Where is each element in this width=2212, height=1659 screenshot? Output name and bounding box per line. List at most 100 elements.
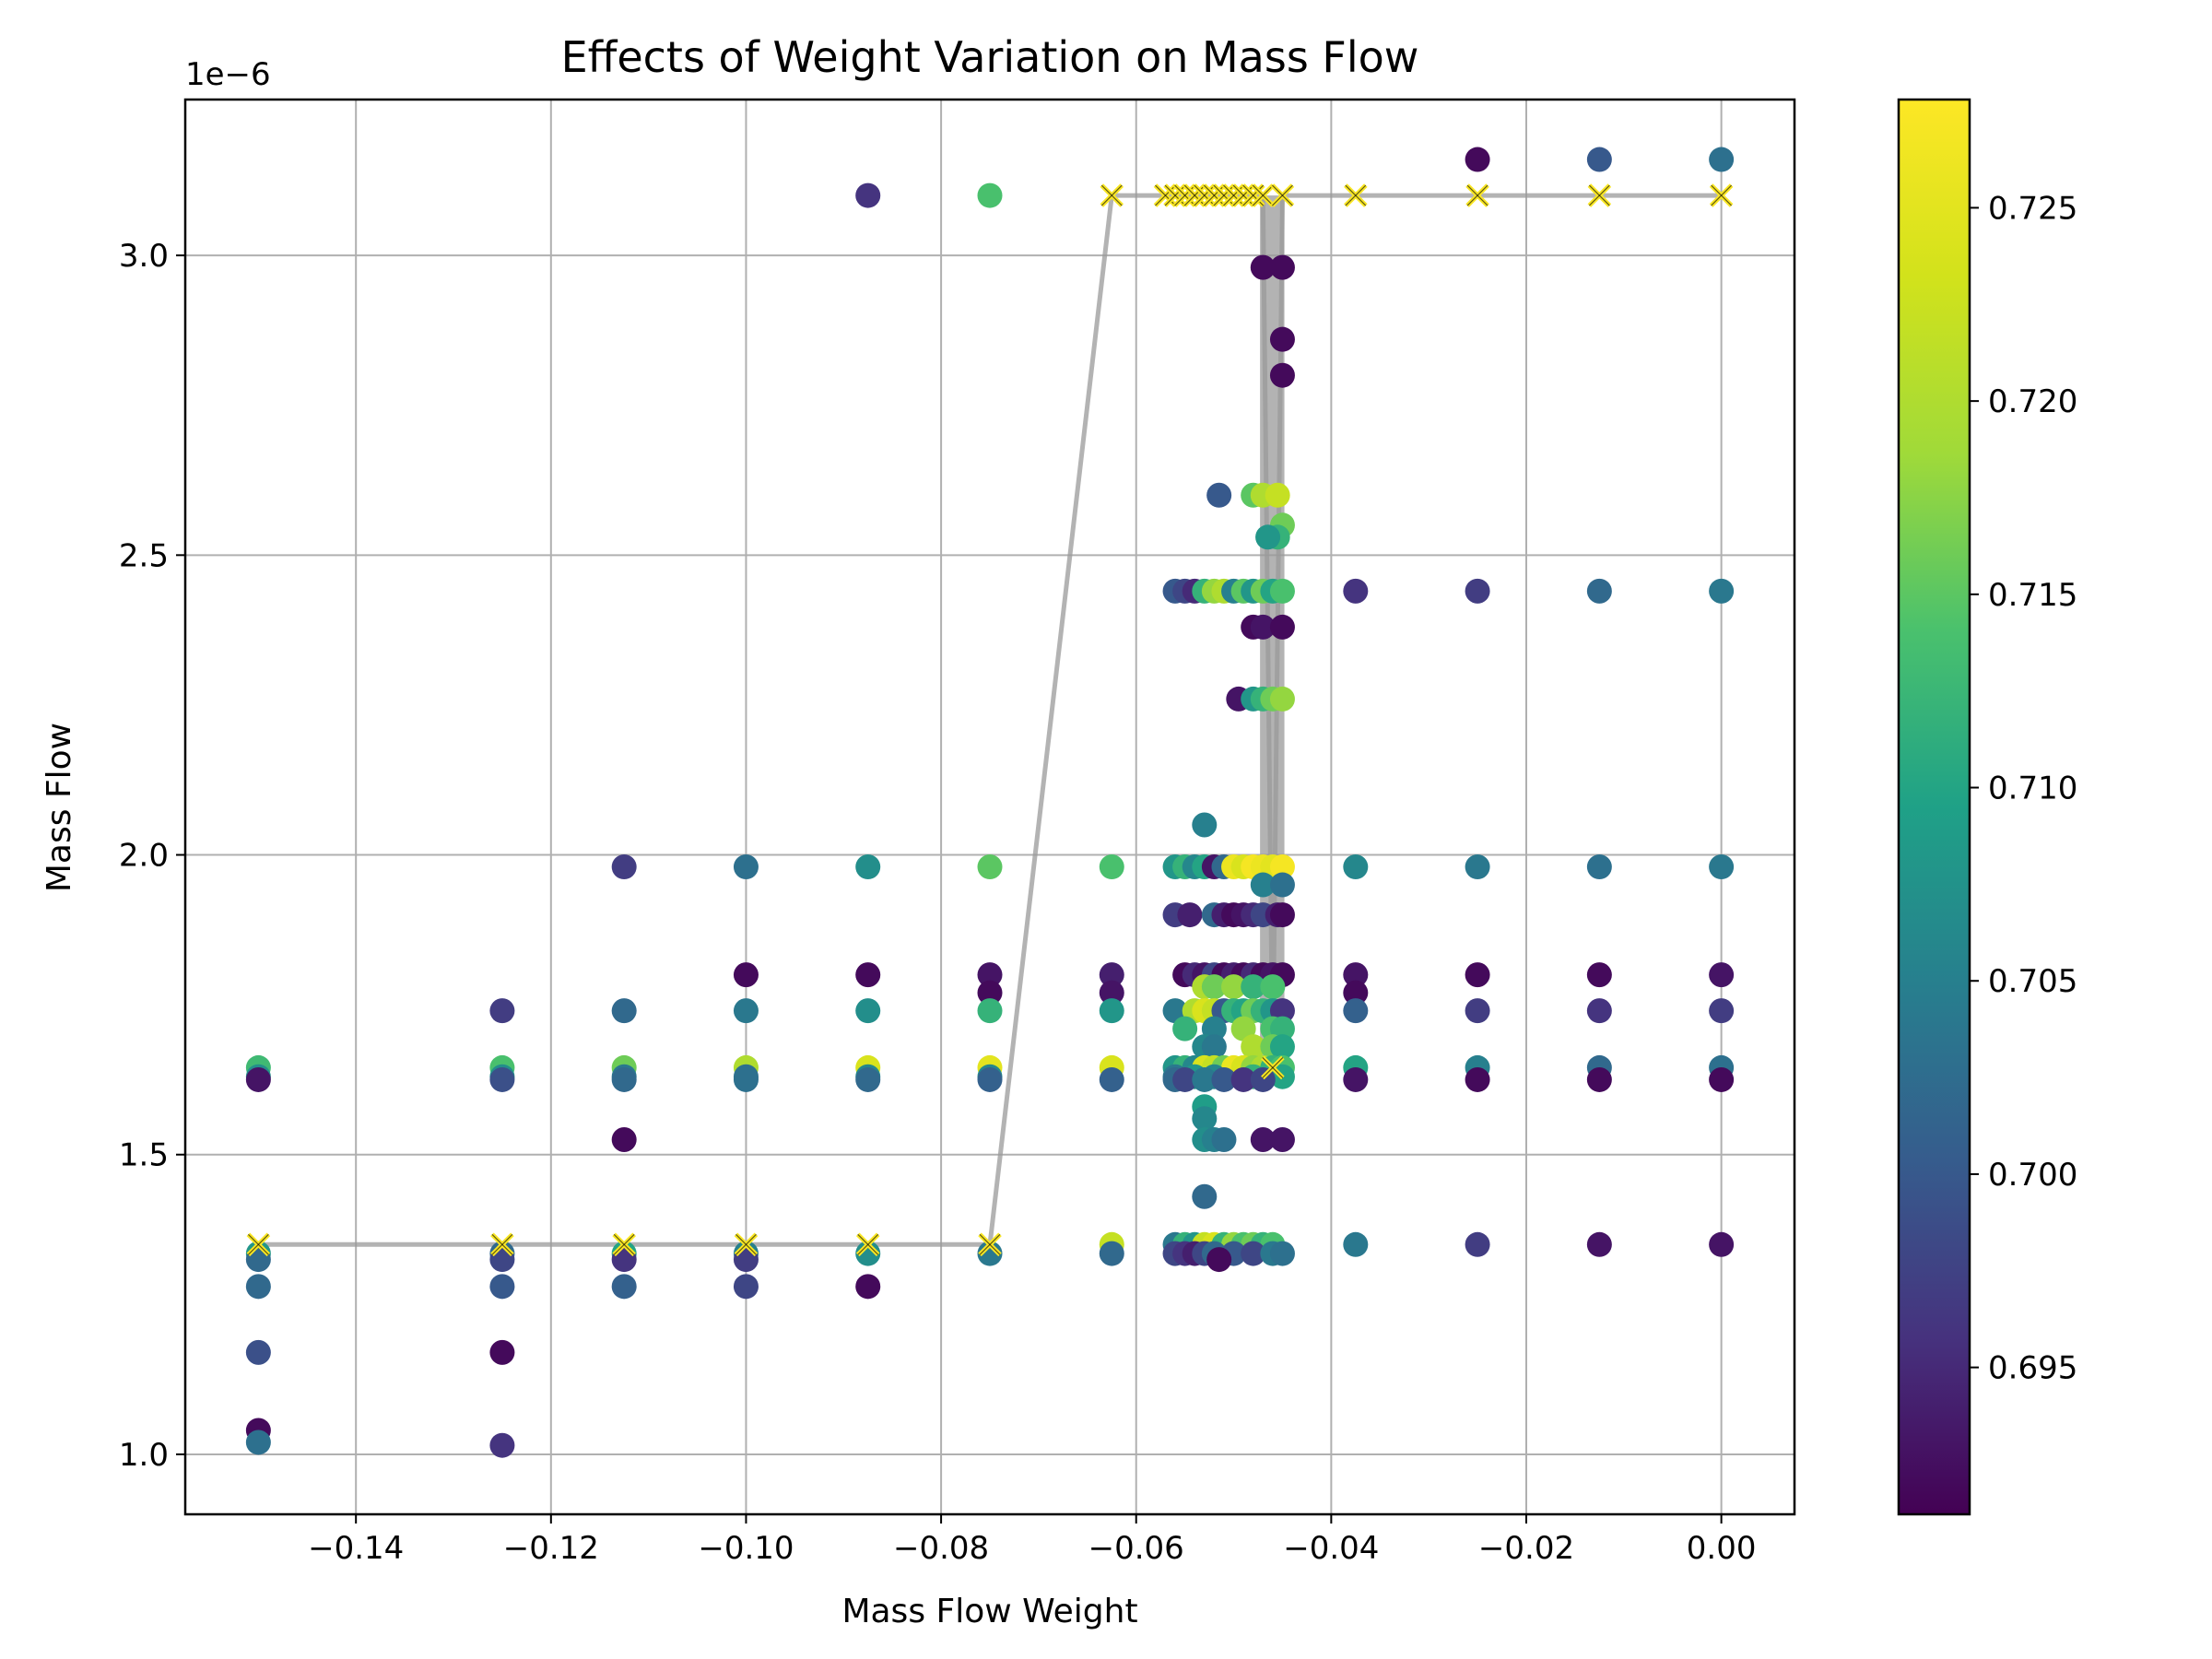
- scatter-point: [1269, 1034, 1295, 1060]
- scatter-point: [489, 1339, 515, 1365]
- colorbar-tick-label: 0.715: [1988, 577, 2077, 614]
- x-marker: [1465, 183, 1489, 207]
- scatter-point: [489, 1066, 515, 1092]
- scatter-point: [1586, 854, 1612, 880]
- scatter-point: [1465, 147, 1490, 172]
- scatter-point: [977, 962, 1003, 988]
- y-axis-ticks: 1.0 1.5 2.0 2.5 3.0: [119, 238, 185, 1474]
- x-marker: [612, 1232, 636, 1257]
- scatter-point: [1221, 974, 1247, 1000]
- scatter-point: [489, 1432, 515, 1458]
- scatter-point: [1211, 1126, 1237, 1152]
- scatter-point: [611, 1126, 637, 1152]
- scatter-point: [1709, 147, 1735, 172]
- scatter-point: [1586, 147, 1612, 172]
- x-axis-label: Mass Flow Weight: [841, 1593, 1137, 1630]
- scatter-point: [1343, 1066, 1369, 1092]
- scatter-point: [245, 1339, 271, 1365]
- scatter-point: [1269, 254, 1295, 280]
- scatter-point: [977, 1066, 1003, 1092]
- x-tick-label: −0.14: [308, 1530, 404, 1567]
- scatter-point: [1192, 1106, 1218, 1132]
- scatter-point: [977, 854, 1003, 880]
- scatter-point: [1192, 812, 1218, 838]
- scatter-point: [1201, 1034, 1227, 1060]
- x-marker: [1212, 183, 1236, 207]
- scatter-point: [1172, 1066, 1198, 1092]
- scatter-point: [611, 998, 637, 1024]
- scatter-point: [855, 1274, 881, 1300]
- y-axis-label: Mass Flow: [41, 723, 78, 892]
- scatter-point: [1269, 854, 1295, 880]
- scatter-point: [977, 998, 1003, 1024]
- x-marker: [1202, 183, 1227, 207]
- x-axis-ticks: −0.14 −0.12 −0.10 −0.08 −0.06 −0.04 −0.02 0.00: [308, 1514, 1756, 1567]
- colorbar-tick-label: 0.720: [1988, 383, 2077, 420]
- scatter-point: [1709, 578, 1735, 604]
- scatter-point: [1465, 998, 1490, 1024]
- scatter-point: [1265, 482, 1290, 508]
- scatter-point: [1343, 854, 1369, 880]
- x-marker: [855, 1232, 880, 1257]
- optimum-markers: [246, 183, 1734, 1257]
- scatter-point: [1343, 962, 1369, 988]
- scatter-point: [1250, 872, 1276, 898]
- scatter-point: [1172, 1016, 1198, 1041]
- scatter-point: [977, 182, 1003, 208]
- grid: [185, 100, 1794, 1514]
- x-marker: [1231, 183, 1255, 207]
- scatter-point: [611, 1274, 637, 1300]
- colorbar-tick-label: 0.705: [1988, 963, 2077, 1000]
- scatter-point: [1099, 1066, 1124, 1092]
- scatter-point: [1099, 1241, 1124, 1266]
- scatter-point: [1255, 524, 1281, 550]
- scatter-point: [855, 182, 881, 208]
- scatter-point: [1465, 854, 1490, 880]
- scatter-point: [1269, 686, 1295, 712]
- colorbar: [1897, 98, 1971, 1516]
- scatter-point: [1586, 1066, 1612, 1092]
- scatter-point: [1709, 1231, 1735, 1257]
- x-marker: [1261, 1055, 1285, 1080]
- scatter-point: [733, 998, 759, 1024]
- x-marker: [1709, 183, 1734, 207]
- scatter-point: [1269, 362, 1295, 388]
- scatter-point: [1269, 1241, 1295, 1266]
- scatter-point: [855, 1241, 881, 1266]
- scatter-point: [1099, 980, 1124, 1006]
- scatter-point: [1709, 998, 1735, 1024]
- colorbar-tick-label: 0.695: [1988, 1350, 2077, 1387]
- x-marker: [1100, 183, 1124, 207]
- scatter-point: [1211, 1066, 1237, 1092]
- scatter-point: [1241, 1034, 1266, 1060]
- scatter-point: [1230, 1066, 1256, 1092]
- x-marker: [734, 1232, 759, 1257]
- scatter-points: [245, 147, 1735, 1458]
- scatter-point: [1269, 326, 1295, 352]
- y-offset-label: 1e−6: [185, 56, 271, 93]
- colorbar-tick-label: 0.710: [1988, 771, 2077, 807]
- colorbar-tick-label: 0.725: [1988, 190, 2077, 227]
- scatter-point: [1099, 998, 1124, 1024]
- scatter-point: [1206, 482, 1232, 508]
- x-tick-label: −0.12: [503, 1530, 599, 1567]
- scatter-point: [977, 980, 1003, 1006]
- x-marker: [1172, 183, 1197, 207]
- scatter-point: [1465, 962, 1490, 988]
- scatter-point: [611, 854, 637, 880]
- scatter-point: [1586, 962, 1612, 988]
- x-tick-label: −0.10: [698, 1530, 794, 1567]
- scatter-point: [611, 1066, 637, 1092]
- scatter-point: [1206, 1247, 1232, 1273]
- x-marker: [1193, 183, 1217, 207]
- x-marker: [1587, 183, 1612, 207]
- scatter-point: [1250, 614, 1276, 640]
- scatter-point: [1343, 980, 1369, 1006]
- scatter-point: [1343, 578, 1369, 604]
- scatter-point: [1465, 1231, 1490, 1257]
- y-tick-label: 1.0: [119, 1437, 169, 1474]
- scatter-point: [1269, 902, 1295, 928]
- scatter-point: [1465, 1066, 1490, 1092]
- y-tick-label: 3.0: [119, 238, 169, 275]
- scatter-point: [1241, 1241, 1266, 1266]
